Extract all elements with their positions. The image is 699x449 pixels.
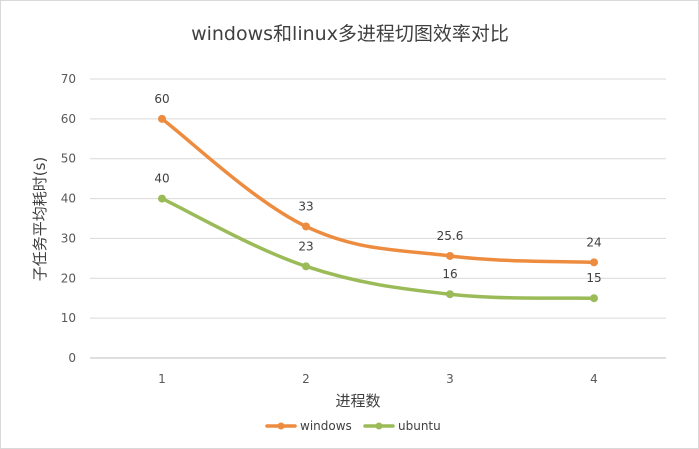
data-label-windows: 25.6 — [437, 229, 464, 243]
x-axis-ticks: 1 2 3 4 — [158, 372, 598, 386]
data-label-ubuntu: 40 — [154, 172, 169, 186]
data-label-windows: 24 — [586, 235, 601, 249]
data-point-windows — [446, 251, 454, 260]
data-point-windows — [158, 114, 166, 123]
data-point-ubuntu — [158, 194, 166, 203]
data-label-windows: 33 — [298, 199, 313, 213]
series-line-ubuntu — [160, 196, 596, 300]
y-axis-title: 子任务平均耗时(s) — [31, 157, 49, 282]
series-line-windows — [160, 117, 596, 265]
y-tick-label: 50 — [61, 152, 76, 166]
x-tick-label: 3 — [446, 372, 454, 386]
x-axis-title: 进程数 — [335, 392, 380, 410]
y-axis-ticks: 0 10 20 30 40 50 60 70 — [61, 72, 76, 365]
x-tick-label: 1 — [158, 372, 166, 386]
data-point-windows — [302, 222, 310, 231]
data-point-ubuntu — [590, 294, 598, 303]
x-tick-label: 2 — [302, 372, 310, 386]
data-point-ubuntu — [446, 290, 454, 299]
chart-title: windows和linux多进程切图效率对比 — [191, 23, 509, 45]
y-tick-label: 70 — [61, 72, 76, 86]
x-tick-label: 4 — [590, 372, 598, 386]
legend-marker-windows — [277, 422, 285, 430]
legend-label-windows: windows — [300, 419, 352, 433]
legend: windows ubuntu — [265, 419, 441, 433]
data-label-ubuntu: 16 — [442, 267, 457, 281]
y-tick-label: 60 — [61, 112, 76, 126]
gridlines — [90, 78, 666, 359]
series-lines — [158, 114, 598, 303]
y-tick-label: 20 — [61, 271, 76, 285]
data-point-ubuntu — [302, 262, 310, 271]
y-tick-label: 10 — [61, 311, 76, 325]
data-label-windows: 60 — [154, 92, 169, 106]
y-tick-label: 40 — [61, 192, 76, 206]
data-labels: 60 33 25.6 24 40 23 16 15 — [154, 92, 601, 285]
data-label-ubuntu: 15 — [586, 271, 601, 285]
data-point-windows — [590, 258, 598, 267]
y-tick-label: 0 — [68, 351, 76, 365]
data-label-ubuntu: 23 — [298, 239, 313, 253]
y-tick-label: 30 — [61, 231, 76, 245]
legend-label-ubuntu: ubuntu — [398, 419, 441, 433]
legend-marker-ubuntu — [375, 422, 383, 430]
